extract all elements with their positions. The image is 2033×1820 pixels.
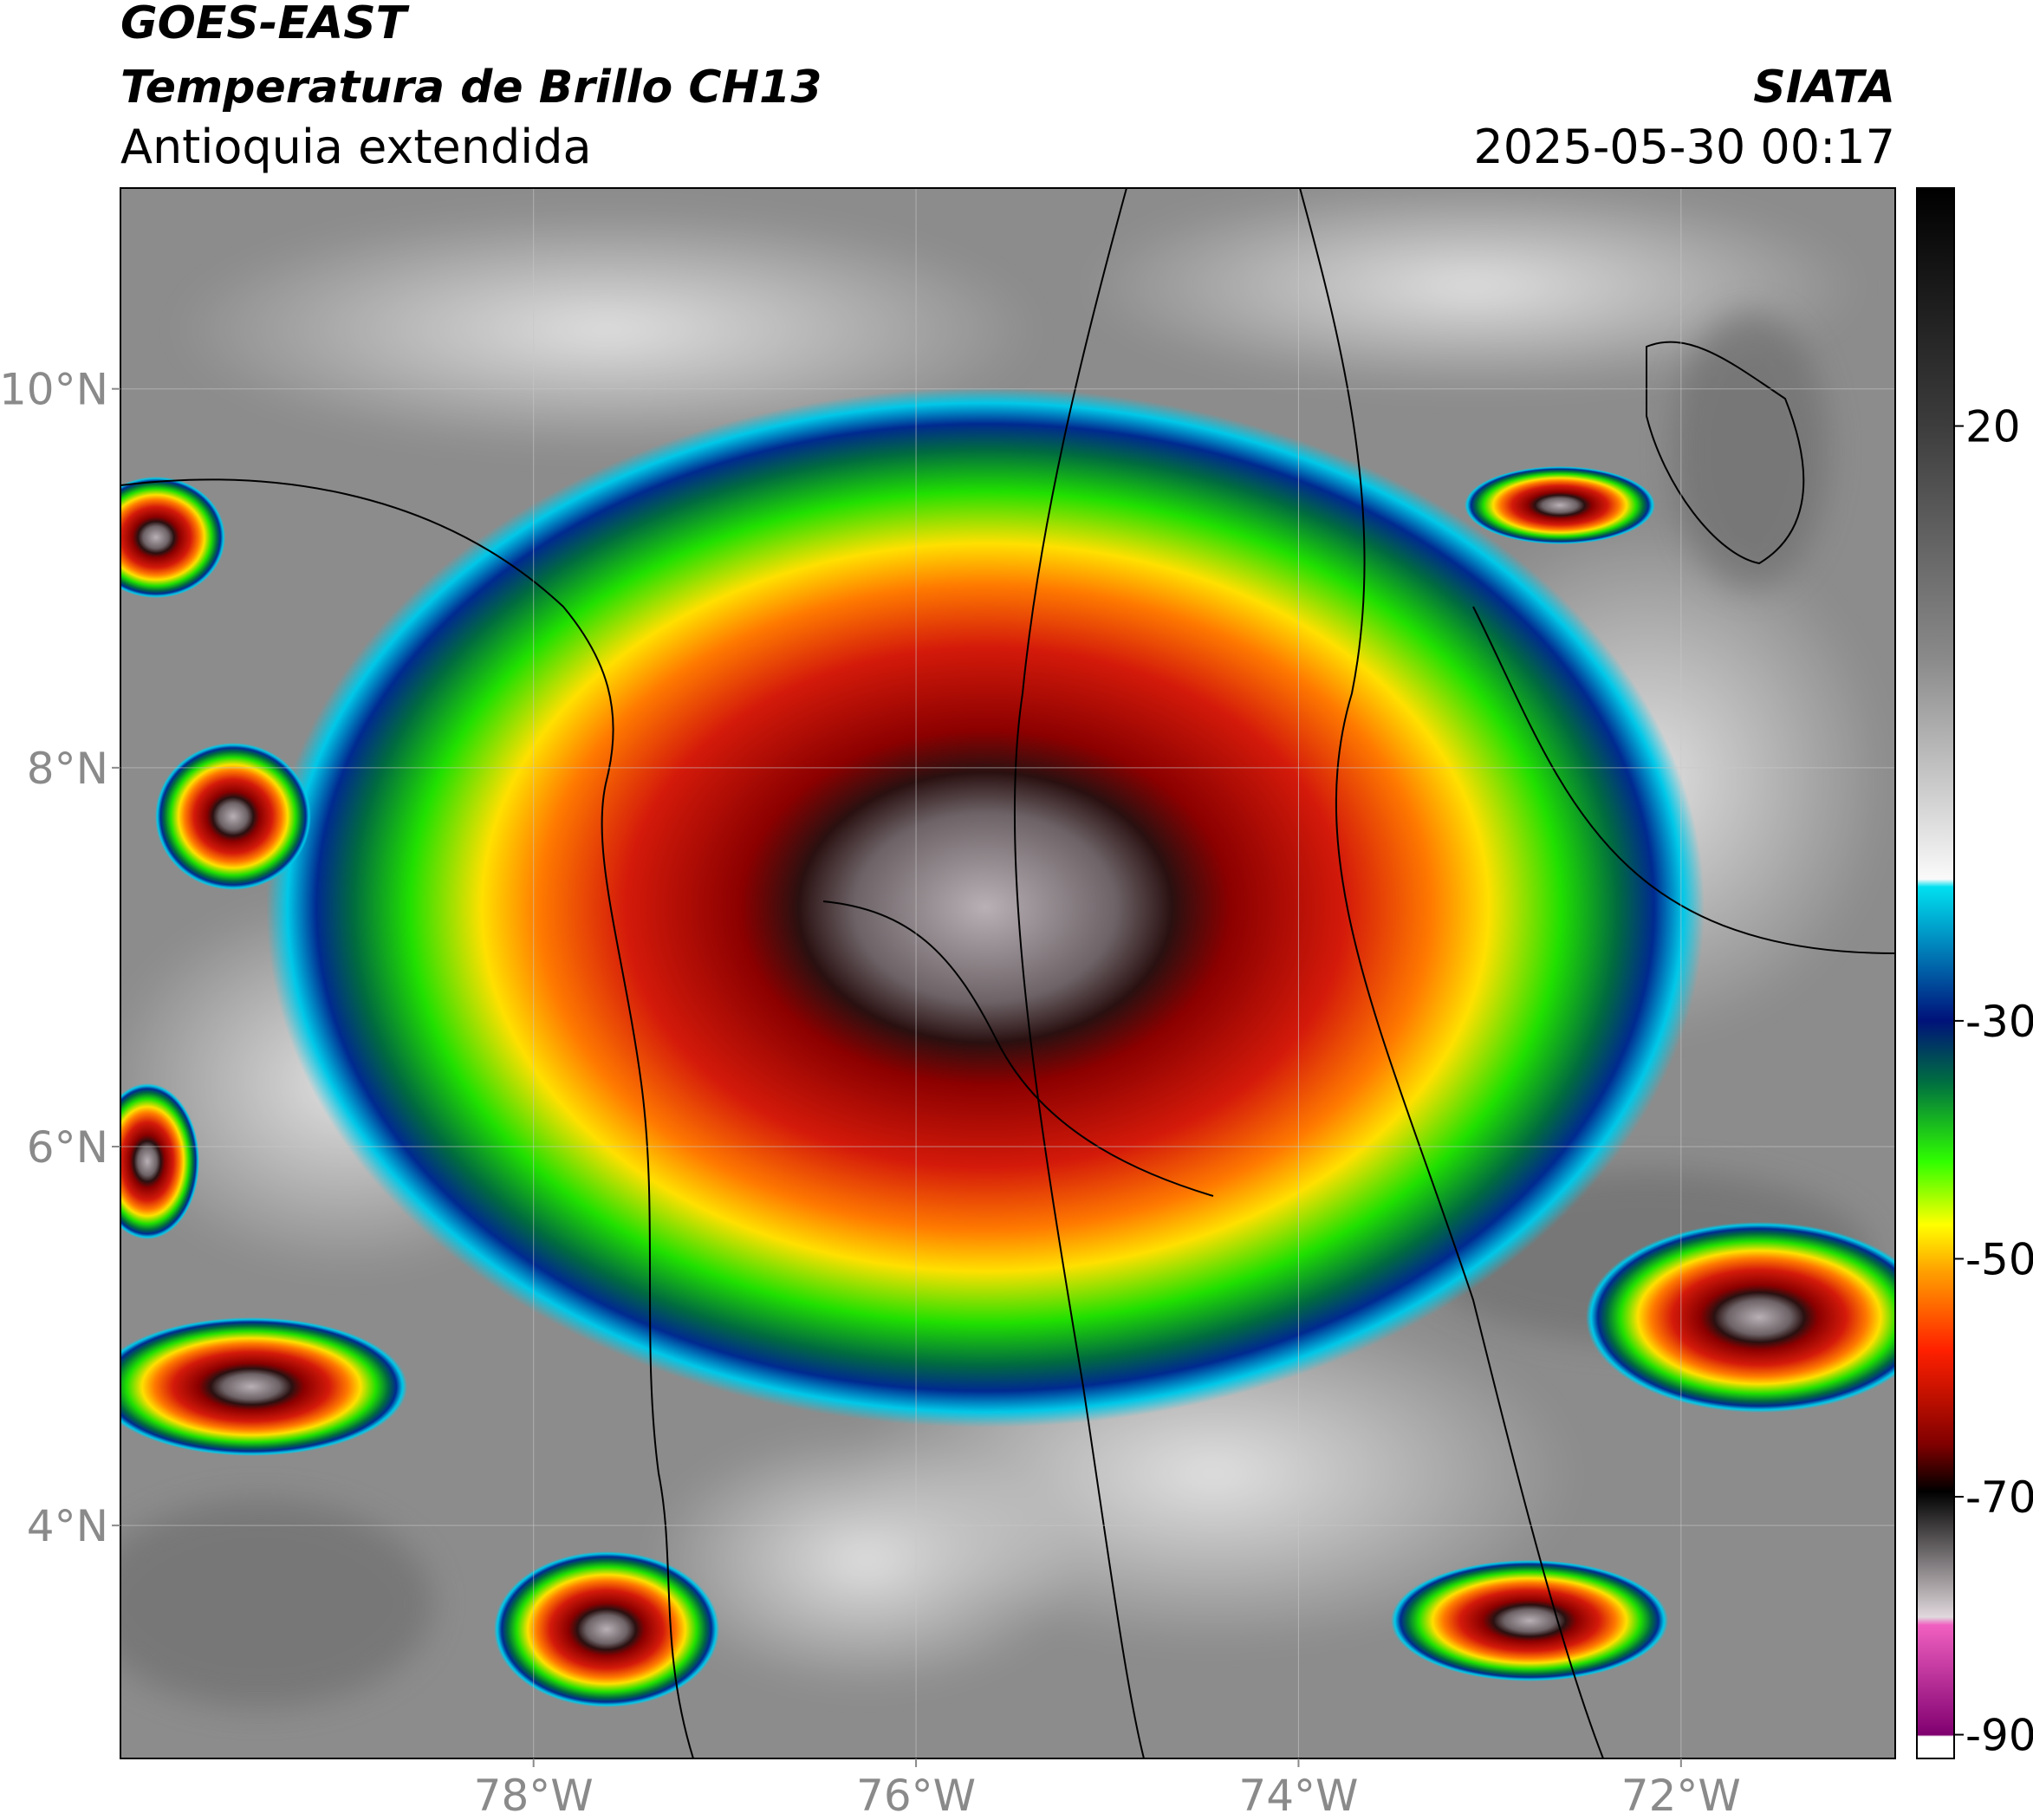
map-frame <box>120 187 1896 1759</box>
x-tick-label: 74°W <box>1238 1771 1358 1820</box>
x-tick-label: 72°W <box>1621 1771 1741 1820</box>
region-name: Antioquia extendida <box>120 120 592 174</box>
x-tick-label: 78°W <box>474 1771 594 1820</box>
colorbar-tick-label: -90 <box>1965 1711 2033 1761</box>
datetime: 2025-05-30 00:17 <box>1473 120 1895 174</box>
colorbar-tick-label: -30 <box>1965 997 2033 1047</box>
y-tick-label: 4°N <box>27 1501 108 1551</box>
x-tick-label: 76°W <box>856 1771 976 1820</box>
colorbar-tick-label: -70 <box>1965 1472 2033 1523</box>
satellite-name: GOES-EAST <box>120 0 410 49</box>
y-tick-label: 6°N <box>27 1122 108 1173</box>
source-name: SIATA <box>1753 62 1895 114</box>
colorbar-tick-label: -50 <box>1965 1234 2033 1284</box>
convective-storms <box>120 387 1895 1707</box>
satellite-image <box>120 188 1895 1758</box>
y-tick-label: 10°N <box>0 365 108 415</box>
borders <box>120 188 1895 1758</box>
graticule <box>120 188 1895 1758</box>
product-name: Temperatura de Brillo CH13 <box>120 62 822 114</box>
colorbar-tick-label: 20 <box>1965 402 2021 452</box>
y-tick-label: 8°N <box>27 744 108 794</box>
colorbar <box>1916 187 1955 1759</box>
